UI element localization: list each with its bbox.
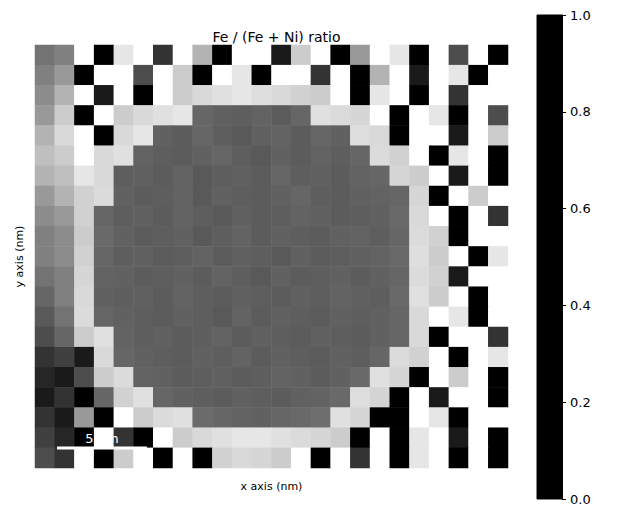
- svg-text:0.6: 0.6: [570, 201, 591, 216]
- svg-text:0.4: 0.4: [570, 298, 591, 313]
- svg-text:0.8: 0.8: [570, 104, 591, 119]
- svg-text:5 nm: 5 nm: [85, 431, 118, 446]
- svg-text:0.2: 0.2: [570, 395, 591, 410]
- svg-text:Fe / (Fe + Ni) ratio: Fe / (Fe + Ni) ratio: [212, 29, 340, 45]
- svg-text:0.0: 0.0: [570, 492, 591, 507]
- svg-text:1.0: 1.0: [570, 8, 591, 23]
- svg-text:y axis (nm): y axis (nm): [13, 226, 26, 288]
- svg-text:x axis (nm): x axis (nm): [241, 480, 303, 493]
